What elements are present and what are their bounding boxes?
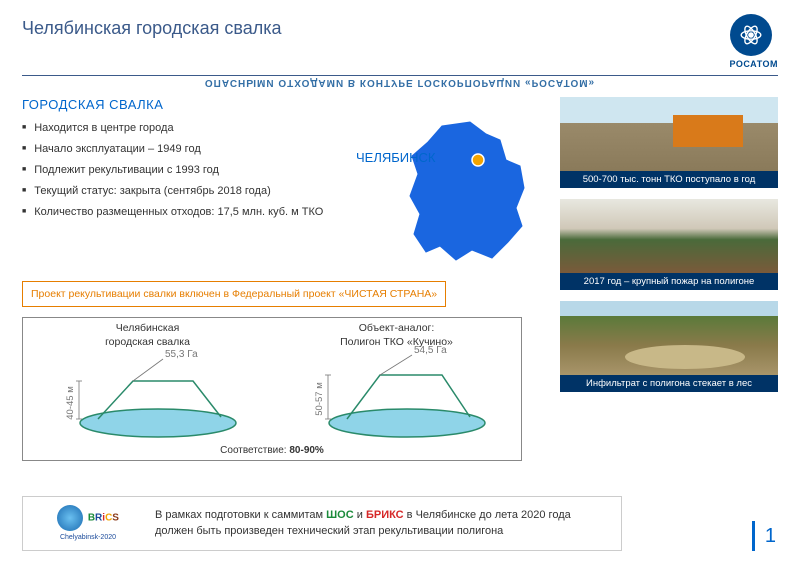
svg-text:40-45 м: 40-45 м	[65, 387, 76, 420]
divider	[22, 75, 778, 76]
bullet-list: Находится в центре города Начало эксплуа…	[22, 118, 376, 222]
photo-card: 2017 год – крупный пожар на полигоне	[560, 199, 778, 293]
photo-caption: 500-700 тыс. тонн ТКО поступало в год	[560, 171, 778, 188]
footer-text: В рамках подготовки к саммитам ШОС и БРИ…	[155, 508, 611, 539]
highlight-note: Проект рекультивации свалки включен в Фе…	[22, 281, 446, 307]
mirrored-banner: ОПАСНЫМИ ОТХОДАМИ В КОНТУРЕ ГОСКОРПОРАЦИ…	[22, 77, 778, 93]
logo-text: РОСАТОМ	[730, 59, 778, 69]
list-item: Начало эксплуатации – 1949 год	[22, 139, 376, 160]
svg-text:55,3 Га: 55,3 Га	[165, 349, 198, 360]
map-region: ЧЕЛЯБИНСК	[382, 118, 552, 273]
landfill-right: 54,5 Га 50-57 м	[272, 355, 521, 465]
svg-text:54,5 Га: 54,5 Га	[414, 345, 447, 356]
svg-text:50-57 м: 50-57 м	[314, 383, 325, 416]
atom-icon	[737, 21, 765, 49]
map-city-label: ЧЕЛЯБИНСК	[356, 150, 435, 165]
footer-note: BRiCS Chelyabinsk-2020 В рамках подготов…	[22, 496, 622, 551]
header: Челябинская городская свалка РОСАТОМ	[22, 14, 778, 69]
page-number: 1	[752, 521, 776, 551]
brics-logo: BRiCS Chelyabinsk-2020	[33, 505, 143, 542]
list-item: Находится в центре города	[22, 118, 376, 139]
comparison-panel: Челябинская городская свалка Объект-анал…	[22, 317, 522, 461]
photo-column: 500-700 тыс. тонн ТКО поступало в год 20…	[560, 97, 778, 461]
landfill-left: 55,3 Га 40-45 м	[23, 355, 272, 465]
globe-icon	[57, 505, 83, 531]
section-subtitle: ГОРОДСКАЯ СВАЛКА	[22, 97, 552, 112]
photo-card: Инфильтрат с полигона стекает в лес	[560, 301, 778, 395]
page-title: Челябинская городская свалка	[22, 18, 282, 39]
photo-caption: Инфильтрат с полигона стекает в лес	[560, 375, 778, 392]
list-item: Подлежит рекультивации с 1993 год	[22, 160, 376, 181]
list-item: Количество размещенных отходов: 17,5 млн…	[22, 202, 376, 223]
rosatom-logo: РОСАТОМ	[730, 14, 778, 69]
photo-card: 500-700 тыс. тонн ТКО поступало в год	[560, 97, 778, 191]
list-item: Текущий статус: закрыта (сентябрь 2018 г…	[22, 181, 376, 202]
photo-caption: 2017 год – крупный пожар на полигоне	[560, 273, 778, 290]
chelyabinsk-map-icon	[382, 118, 552, 268]
